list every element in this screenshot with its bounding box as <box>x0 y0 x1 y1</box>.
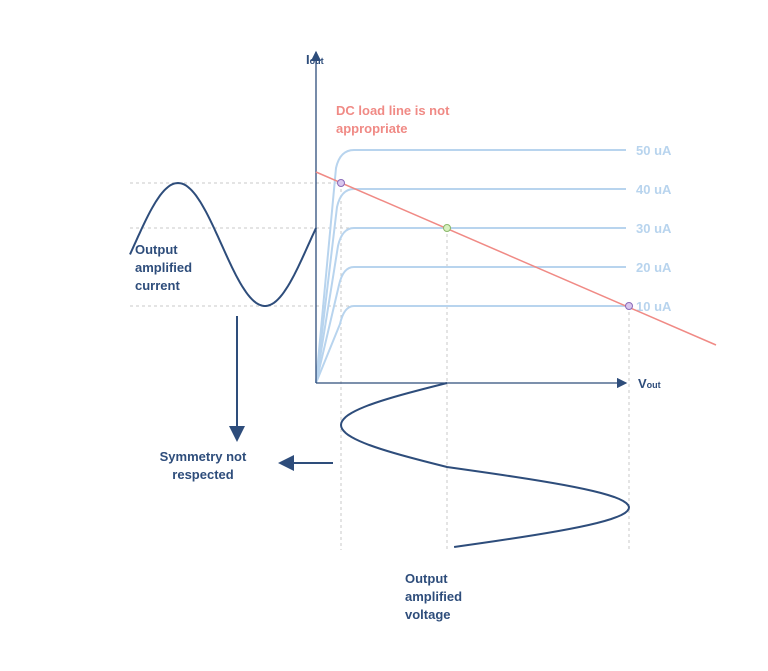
curve <box>315 266 626 384</box>
curve-label: 10 uA <box>636 299 672 314</box>
subscript: out <box>647 380 661 390</box>
symbol: I <box>306 52 310 67</box>
label: Output <box>135 242 178 257</box>
label: Output <box>405 571 448 586</box>
operating-point <box>625 302 633 310</box>
subscript: out <box>310 56 324 66</box>
curve-label: 50 uA <box>636 143 672 158</box>
label: current <box>135 278 180 293</box>
curve <box>315 227 626 384</box>
curve-label: 30 uA <box>636 221 672 236</box>
note: respected <box>172 467 233 482</box>
label: amplified <box>405 589 462 604</box>
curve <box>315 305 626 384</box>
label: voltage <box>405 607 451 622</box>
y-axis-label: Iout <box>306 52 324 67</box>
load-line <box>315 171 717 346</box>
characteristic-curves: 50 uA 40 uA 30 uA 20 uA 10 uA <box>315 143 672 384</box>
current-wave <box>129 181 317 307</box>
operating-point <box>337 179 345 187</box>
symbol: V <box>638 376 647 391</box>
curve-label: 40 uA <box>636 182 672 197</box>
note: appropriate <box>336 121 408 136</box>
curve-label: 20 uA <box>636 260 672 275</box>
label: amplified <box>135 260 192 275</box>
x-axis-label: Vout <box>638 376 661 391</box>
voltage-wave <box>339 382 631 548</box>
note: Symmetry not <box>160 449 247 464</box>
curve <box>315 149 626 384</box>
note: DC load line is not <box>336 103 450 118</box>
guide-lines <box>130 182 630 550</box>
operating-point <box>443 224 451 232</box>
